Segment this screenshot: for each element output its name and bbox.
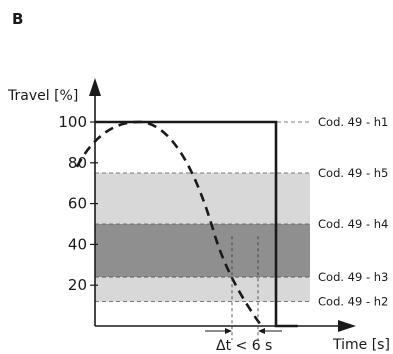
delta-arrow-left-head [225,328,232,334]
panel-label: B [12,10,23,28]
y-tick-label-3: 40 [68,235,87,253]
code-label-2: Cod. 49 - h4 [318,217,388,231]
series-lines [75,120,298,328]
delta-t-marker: Δt < 6 s [205,236,282,354]
series-dashed-curve [75,120,263,327]
code-label-1: Cod. 49 - h5 [318,166,388,180]
code-labels: Cod. 49 - h1 Cod. 49 - h5 Cod. 49 - h4 Cod.… [318,115,388,309]
y-tick-label-4: 20 [68,276,87,294]
travel-bands [95,173,310,302]
code-label-4: Cod. 49 - h2 [318,295,388,309]
code-label-0: Cod. 49 - h1 [318,115,388,129]
y-tick-label-0: 100 [58,113,87,131]
series-solid-step [95,120,298,328]
y-tick-label-2: 60 [68,195,87,213]
y-ticks: 100 80 60 40 20 [58,113,98,294]
band-1 [95,224,310,278]
delta-t-label: Δt < 6 s [216,338,272,354]
delta-arrow-right-head [258,328,265,334]
y-axis-label: Travel [%] [7,88,78,104]
x-axis-arrow [338,320,356,332]
y-tick-label-1: 80 [68,154,87,172]
band-0 [95,277,310,302]
x-axis-label: Time [s] [332,337,390,353]
code-label-3: Cod. 49 - h3 [318,270,388,284]
y-axis-arrow [89,78,101,96]
